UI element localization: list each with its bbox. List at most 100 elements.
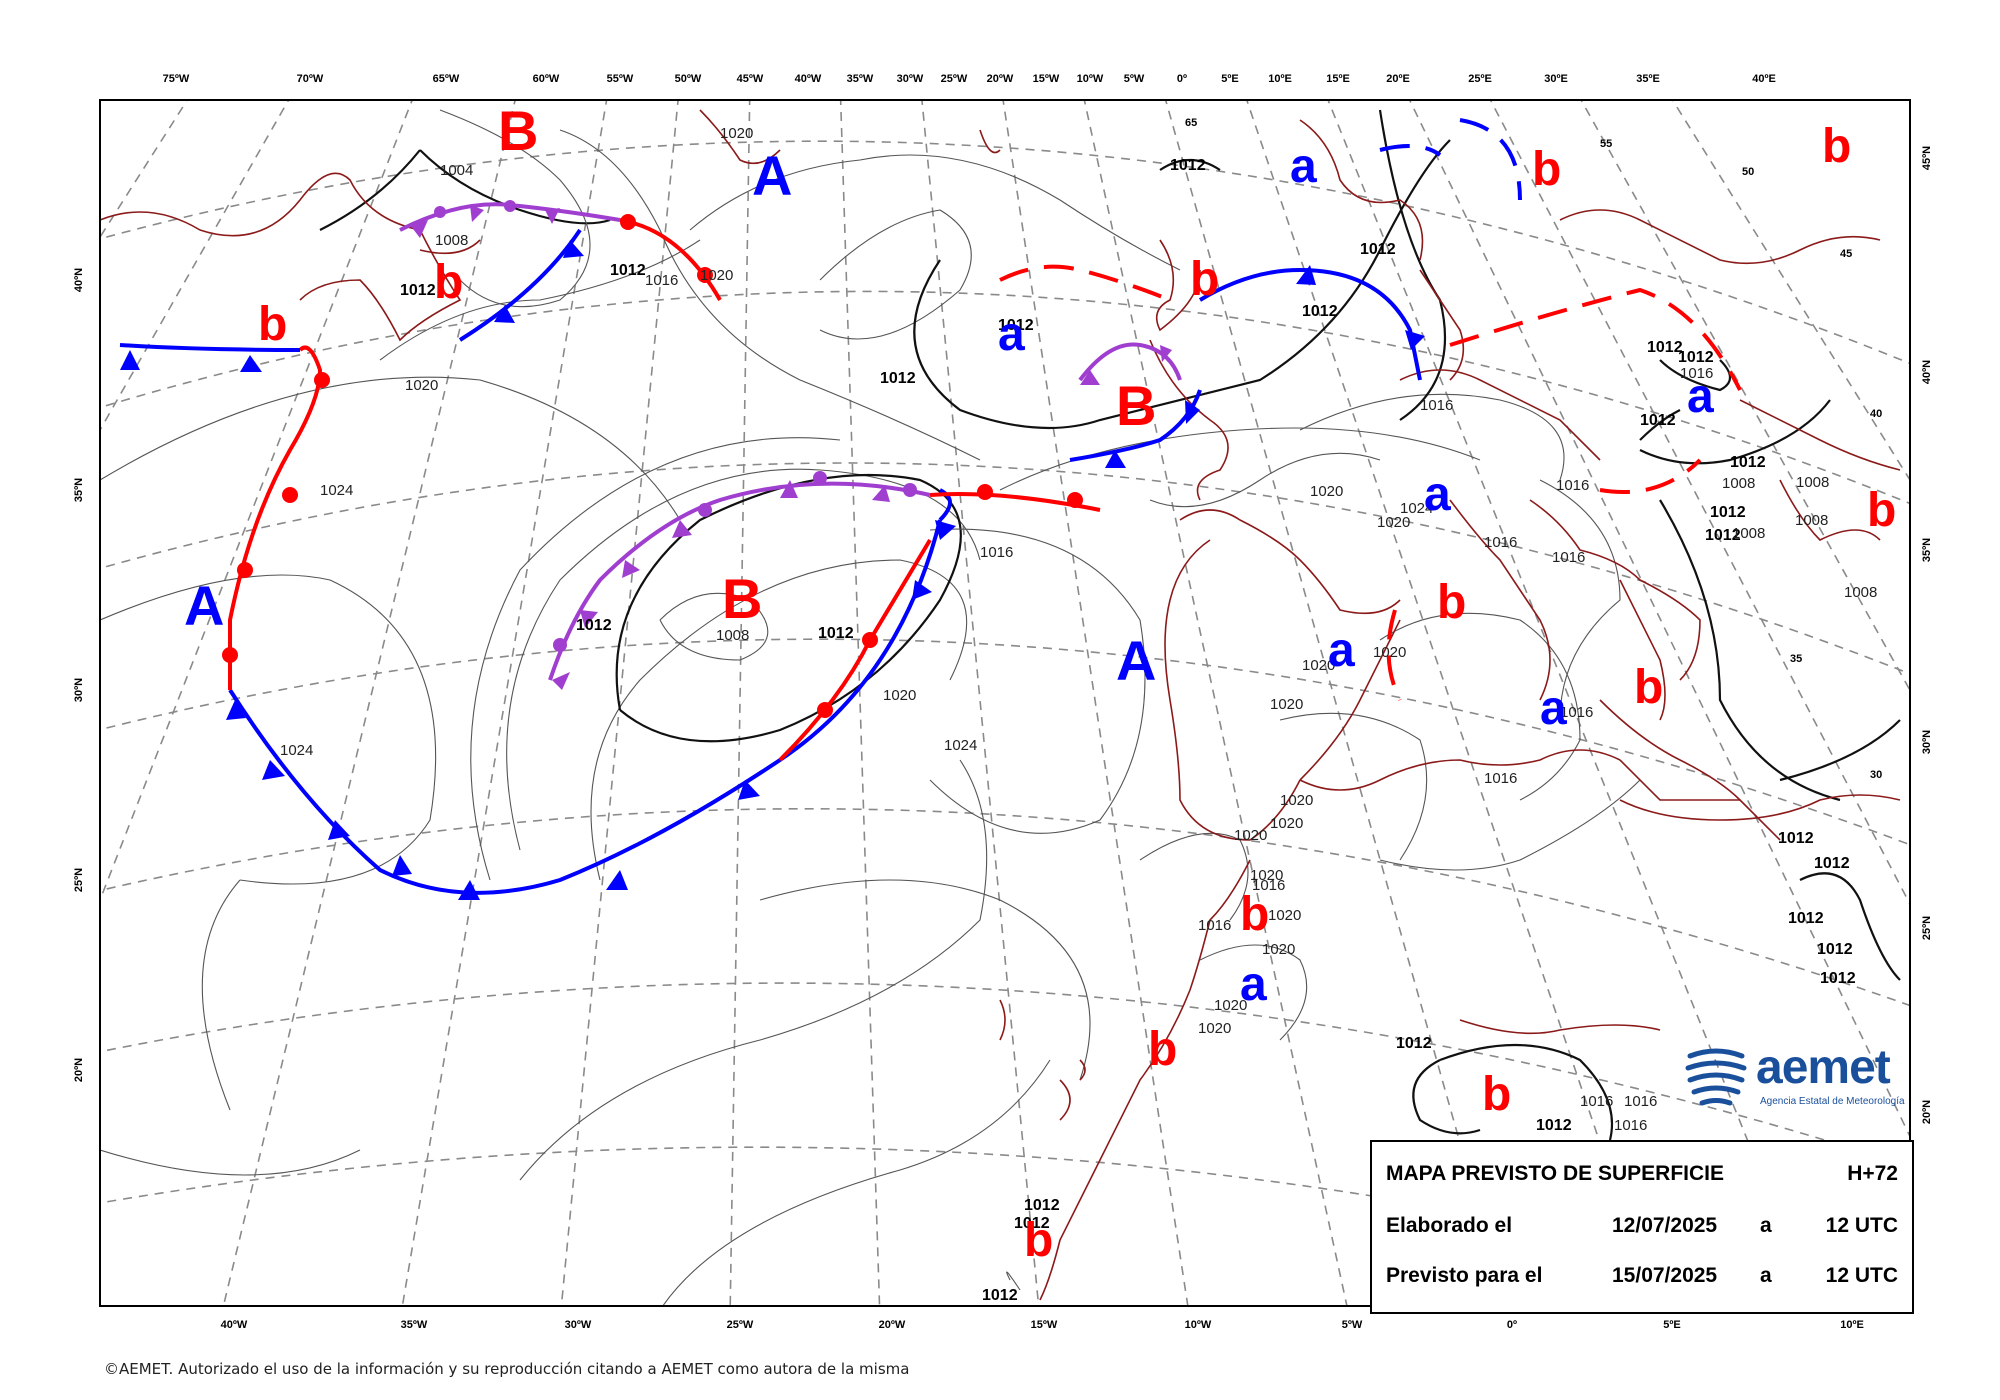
isobar-label: 1020: [1198, 1020, 1231, 1037]
isobar-label: 1008: [1732, 525, 1765, 542]
top-longitude-label: 5ºW: [1124, 73, 1145, 85]
top-longitude-label: 40ºW: [795, 73, 822, 85]
isobar-label: 1016: [645, 272, 678, 289]
right-latitude-label: 30ºN: [1921, 730, 1933, 754]
left-latitude-labels: 40ºN 35ºN 30ºN 25ºN 20ºN: [73, 268, 85, 1082]
top-longitude-label: 0º: [1177, 73, 1187, 85]
isobar-label: 1012: [1024, 1197, 1060, 1214]
warm-front-atlantic: [228, 345, 323, 690]
high-centre: a: [1424, 468, 1451, 521]
valid-date: 15/07/2025: [1612, 1264, 1718, 1287]
isobar-label: 1016: [980, 544, 1013, 561]
made-label: Elaborado el: [1386, 1214, 1513, 1237]
isobar-label: 1020: [1270, 815, 1303, 832]
isobar-label: 1012: [818, 625, 854, 642]
right-latitude-label: 40ºN: [1921, 360, 1933, 384]
inner-latitude-marks: 65 55 50 45 40 35 30: [1185, 117, 1882, 781]
valid-label: Previsto para el: [1386, 1264, 1543, 1287]
isobar-label: 1024: [280, 742, 313, 759]
high-centre: A: [1116, 629, 1156, 692]
right-latitude-label: 20ºN: [1921, 1100, 1933, 1124]
isobar-label: 1008: [1844, 584, 1877, 601]
top-longitude-label: 20ºW: [987, 73, 1014, 85]
svg-text:30: 30: [1870, 769, 1882, 781]
isobar-label: 1012: [880, 370, 916, 387]
bottom-longitude-label: 20ºW: [879, 1319, 906, 1331]
isobar-label: 1012: [1360, 241, 1396, 258]
made-date: 12/07/2025: [1612, 1214, 1718, 1237]
left-latitude-label: 35ºN: [73, 478, 85, 502]
isobar-label: 1008: [1795, 512, 1828, 529]
isobar-label: 1020: [1250, 867, 1283, 884]
top-longitude-labels: 75ºW 70ºW 65ºW 60ºW 55ºW 50ºW 45ºW 40ºW 35ºW 30ºW…: [163, 73, 1776, 85]
isobar-label: 1012: [1396, 1035, 1432, 1052]
isobar-label: 1024: [320, 482, 353, 499]
logo-subtitle: Agencia Estatal de Meteorología: [1760, 1096, 1905, 1107]
low-centre: B: [722, 567, 762, 630]
isobar-label: 1020: [405, 377, 438, 394]
low-centre: b: [1240, 888, 1269, 941]
top-longitude-label: 15ºW: [1033, 73, 1060, 85]
isobar-label: 1012: [1710, 504, 1746, 521]
made-time: 12 UTC: [1825, 1214, 1898, 1237]
low-centre: b: [1532, 143, 1561, 196]
top-longitude-label: 30ºW: [897, 73, 924, 85]
isobar-label: 1008: [1722, 475, 1755, 492]
isobar-label: 1004: [440, 162, 473, 179]
isobar-label: 1020: [883, 687, 916, 704]
aemet-emblem-icon: [1685, 1048, 1747, 1106]
bottom-longitude-label: 10ºW: [1185, 1319, 1212, 1331]
top-longitude-label: 5ºE: [1221, 73, 1238, 85]
bottom-longitude-label: 35ºW: [401, 1319, 428, 1331]
top-longitude-label: 35ºW: [847, 73, 874, 85]
isobar-label: 1012: [1705, 527, 1741, 544]
isobar-label: 1012: [1678, 349, 1714, 366]
map-title: MAPA PREVISTO DE SUPERFICIE: [1386, 1162, 1724, 1185]
isobar-label: 1016: [1552, 549, 1585, 566]
isobar-label: 1012: [1647, 339, 1683, 356]
isobar-label: 1012: [1814, 855, 1850, 872]
low-centre: b: [1867, 484, 1896, 537]
isobar-label: 1012: [610, 262, 646, 279]
left-latitude-label: 30ºN: [73, 678, 85, 702]
isobar-label: 1020: [1214, 997, 1247, 1014]
cold-front-atlantic: [228, 519, 942, 895]
top-longitude-label: 25ºE: [1468, 73, 1492, 85]
svg-text:40: 40: [1870, 408, 1882, 420]
isobar-label: 1020: [1280, 792, 1313, 809]
low-centre: b: [1024, 1214, 1053, 1267]
top-longitude-label: 30ºE: [1544, 73, 1568, 85]
isobar-label: 1012: [1778, 830, 1814, 847]
isobar-label: 1012: [1170, 157, 1206, 174]
isobar-label: 1016: [1252, 877, 1285, 894]
lead-time: H+72: [1847, 1162, 1898, 1185]
isobar-label: 1016: [1556, 477, 1589, 494]
isobar-label: 1016: [1484, 770, 1517, 787]
top-longitude-label: 65ºW: [433, 73, 460, 85]
top-longitude-label: 10ºE: [1268, 73, 1292, 85]
left-latitude-label: 40ºN: [73, 268, 85, 292]
top-longitude-label: 10ºW: [1077, 73, 1104, 85]
bottom-longitude-label: 0º: [1507, 1319, 1517, 1331]
right-latitude-label: 25ºN: [1921, 916, 1933, 940]
high-centre: A: [752, 144, 792, 207]
high-centre: a: [1540, 682, 1567, 735]
isobar-label: 1012: [1640, 412, 1676, 429]
left-latitude-label: 25ºN: [73, 868, 85, 892]
valid-at: a: [1760, 1264, 1772, 1287]
high-centre: a: [1328, 624, 1355, 677]
isobar-label: 1020: [1262, 941, 1295, 958]
right-latitude-label: 35ºN: [1921, 538, 1933, 562]
top-longitude-label: 40ºE: [1752, 73, 1776, 85]
top-longitude-label: 45ºW: [737, 73, 764, 85]
isobar-label: 1012: [1788, 910, 1824, 927]
isobar-label: 1016: [1580, 1093, 1613, 1110]
low-centre: b: [1190, 253, 1219, 306]
top-longitude-label: 60ºW: [533, 73, 560, 85]
isobar-label: 1012: [1817, 941, 1853, 958]
isobar-label: 1024: [1400, 500, 1433, 517]
isobar-label: 1012: [998, 317, 1034, 334]
bottom-longitude-label: 5ºW: [1342, 1319, 1363, 1331]
occluded-front-atlantic: [548, 481, 931, 681]
